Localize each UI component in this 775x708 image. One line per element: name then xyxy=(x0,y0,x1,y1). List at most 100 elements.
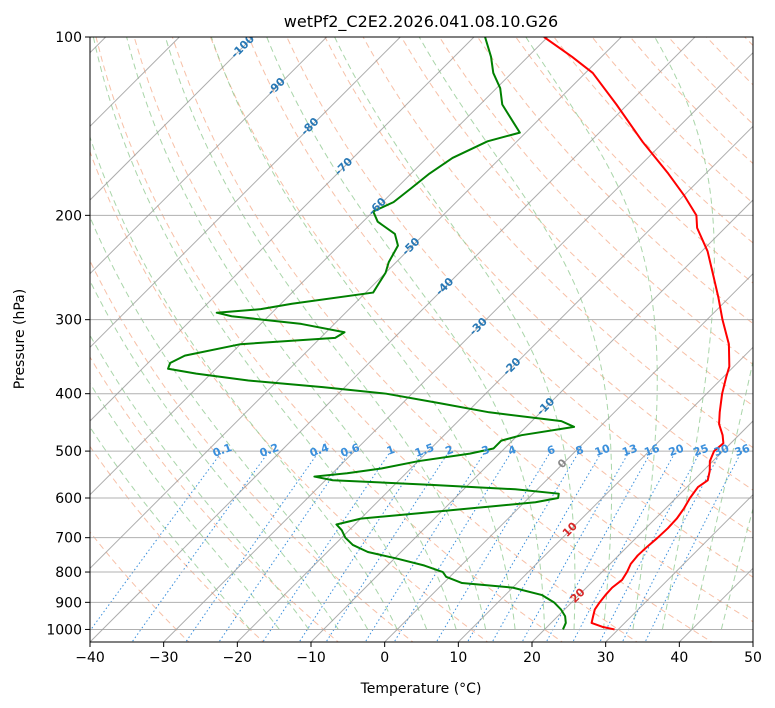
isotherm-label: 30 xyxy=(575,651,595,671)
isotherm-line xyxy=(236,125,753,642)
x-tick-label: −30 xyxy=(149,650,179,666)
moist-adiabat-line xyxy=(90,279,339,630)
chart-title: wetPf2_C2E2.2026.041.08.10.G26 xyxy=(284,12,558,32)
isotherm-line xyxy=(90,37,475,422)
sounding-series xyxy=(167,37,731,631)
isotherm-line xyxy=(531,420,753,642)
mixing-ratio-label: 16 xyxy=(642,442,661,460)
moist-adiabat-line xyxy=(90,382,280,630)
y-tick-label: 800 xyxy=(55,565,82,581)
mixing-ratio-label: 0.4 xyxy=(308,441,331,460)
mixing-ratio-line xyxy=(218,450,351,642)
y-tick-label: 400 xyxy=(55,387,82,403)
y-tick-label: 700 xyxy=(55,531,82,547)
isotherm-line xyxy=(90,37,549,496)
plot-background xyxy=(90,37,753,642)
moist-adiabat-line xyxy=(266,37,546,630)
x-axis-label: Temperature (°C) xyxy=(360,681,482,697)
isotherm-line xyxy=(457,346,753,642)
moist-adiabat-line xyxy=(92,37,428,630)
x-tick-label: 30 xyxy=(597,650,615,666)
moist-adiabat-line xyxy=(720,506,753,630)
mixing-ratio-label: 1.5 xyxy=(413,441,436,460)
isotherm-line xyxy=(90,37,696,642)
y-axis-label: Pressure (hPa) xyxy=(12,289,28,389)
y-tick-label: 300 xyxy=(55,313,82,329)
moist-adiabat-line xyxy=(126,37,457,630)
dry-adiabat-line xyxy=(248,37,753,578)
moist-adiabat-line xyxy=(525,37,658,630)
mixing-ratio-label: 3 xyxy=(480,443,492,458)
isotherm-line xyxy=(90,37,328,275)
mixing-ratio-line xyxy=(572,450,677,642)
x-tick-label: 20 xyxy=(523,650,541,666)
moist-adiabat-line xyxy=(418,37,613,630)
isotherm-line xyxy=(90,37,401,349)
pressure-gridlines xyxy=(90,37,753,630)
mixing-ratio-label: 20 xyxy=(667,442,686,460)
dry-adiabat-line xyxy=(400,37,753,407)
isotherm-line xyxy=(310,199,753,642)
moist-adiabat-line xyxy=(90,135,398,630)
mixing-ratio-line xyxy=(262,450,392,642)
dry-adiabat-line xyxy=(477,37,753,325)
moist-adiabat-line xyxy=(334,37,576,630)
dry-adiabat-line xyxy=(90,259,414,642)
x-axis: −40 −30 −20 −10 0 10 20 30 40 50 xyxy=(75,642,762,666)
mixing-ratio-label: 0.2 xyxy=(258,441,281,460)
mixing-ratio-line xyxy=(621,450,722,642)
mixing-ratio-label: 4 xyxy=(506,443,518,458)
mixing-ratio-line xyxy=(298,450,425,642)
moist-adiabat-line xyxy=(90,334,310,630)
y-tick-label: 500 xyxy=(55,444,82,460)
isotherms xyxy=(90,37,753,642)
y-tick-label: 200 xyxy=(55,208,82,224)
mixing-ratio-line xyxy=(466,450,580,642)
temperature-line xyxy=(543,37,731,631)
mixing-ratio-label: 10 xyxy=(593,442,612,460)
mixing-ratio-lines xyxy=(90,450,743,642)
dewpoint-line xyxy=(167,37,576,630)
isotherm-line xyxy=(752,641,753,642)
y-tick-label: 100 xyxy=(55,30,82,46)
y-axis: 1000 900 800 700 600 500 400 300 200 100 xyxy=(46,30,90,638)
mixing-ratio-label: 2 xyxy=(444,443,456,458)
x-tick-label: −10 xyxy=(296,650,326,666)
x-tick-label: 0 xyxy=(380,650,389,666)
moist-adiabat-line xyxy=(654,37,715,630)
dry-adiabat-line xyxy=(324,37,753,491)
mixing-ratio-label: 30 xyxy=(712,442,731,460)
x-tick-label: −40 xyxy=(75,650,105,666)
mixing-ratio-label: 13 xyxy=(620,442,639,459)
mixing-ratio-label: 0.1 xyxy=(211,441,234,460)
mixing-ratio-labels: 0.1 0.2 0.4 0.6 1 1.5 2 3 4 6 8 10 13 16 20 25 30 36 xyxy=(211,441,752,460)
isotherm-line xyxy=(605,493,753,642)
y-tick-label: 1000 xyxy=(46,622,82,638)
isotherm-line xyxy=(90,37,254,201)
mixing-ratio-line xyxy=(185,450,320,642)
moist-adiabat-line xyxy=(691,358,753,630)
moist-adiabat-line xyxy=(90,426,251,630)
moist-adiabat-line xyxy=(90,215,369,630)
mixing-ratio-line xyxy=(599,450,701,642)
mixing-ratio-label: 1 xyxy=(385,443,397,458)
dry-adiabat-line xyxy=(439,37,753,366)
mixing-ratio-line xyxy=(90,450,223,632)
isotherm-line xyxy=(163,51,753,642)
x-tick-label: −20 xyxy=(223,650,253,666)
mixing-ratio-label: 0.6 xyxy=(339,441,362,460)
x-tick-label: 40 xyxy=(670,650,688,666)
plot-area: -100-90-80-70-60-50-40-30-20-10010203040… xyxy=(90,37,753,671)
isotherm-line xyxy=(384,272,753,642)
y-tick-label: 900 xyxy=(55,595,82,611)
mixing-ratio-label: 8 xyxy=(574,443,586,458)
dry-adiabat-line xyxy=(362,37,753,449)
mixing-ratio-label: 36 xyxy=(733,442,752,460)
plot-frame xyxy=(89,36,754,643)
mixing-ratio-label: 6 xyxy=(545,443,557,458)
x-tick-label: 10 xyxy=(449,650,467,666)
mixing-ratio-label: 25 xyxy=(691,442,710,459)
mixing-ratio-line xyxy=(325,450,450,642)
x-tick-label: 50 xyxy=(744,650,762,666)
